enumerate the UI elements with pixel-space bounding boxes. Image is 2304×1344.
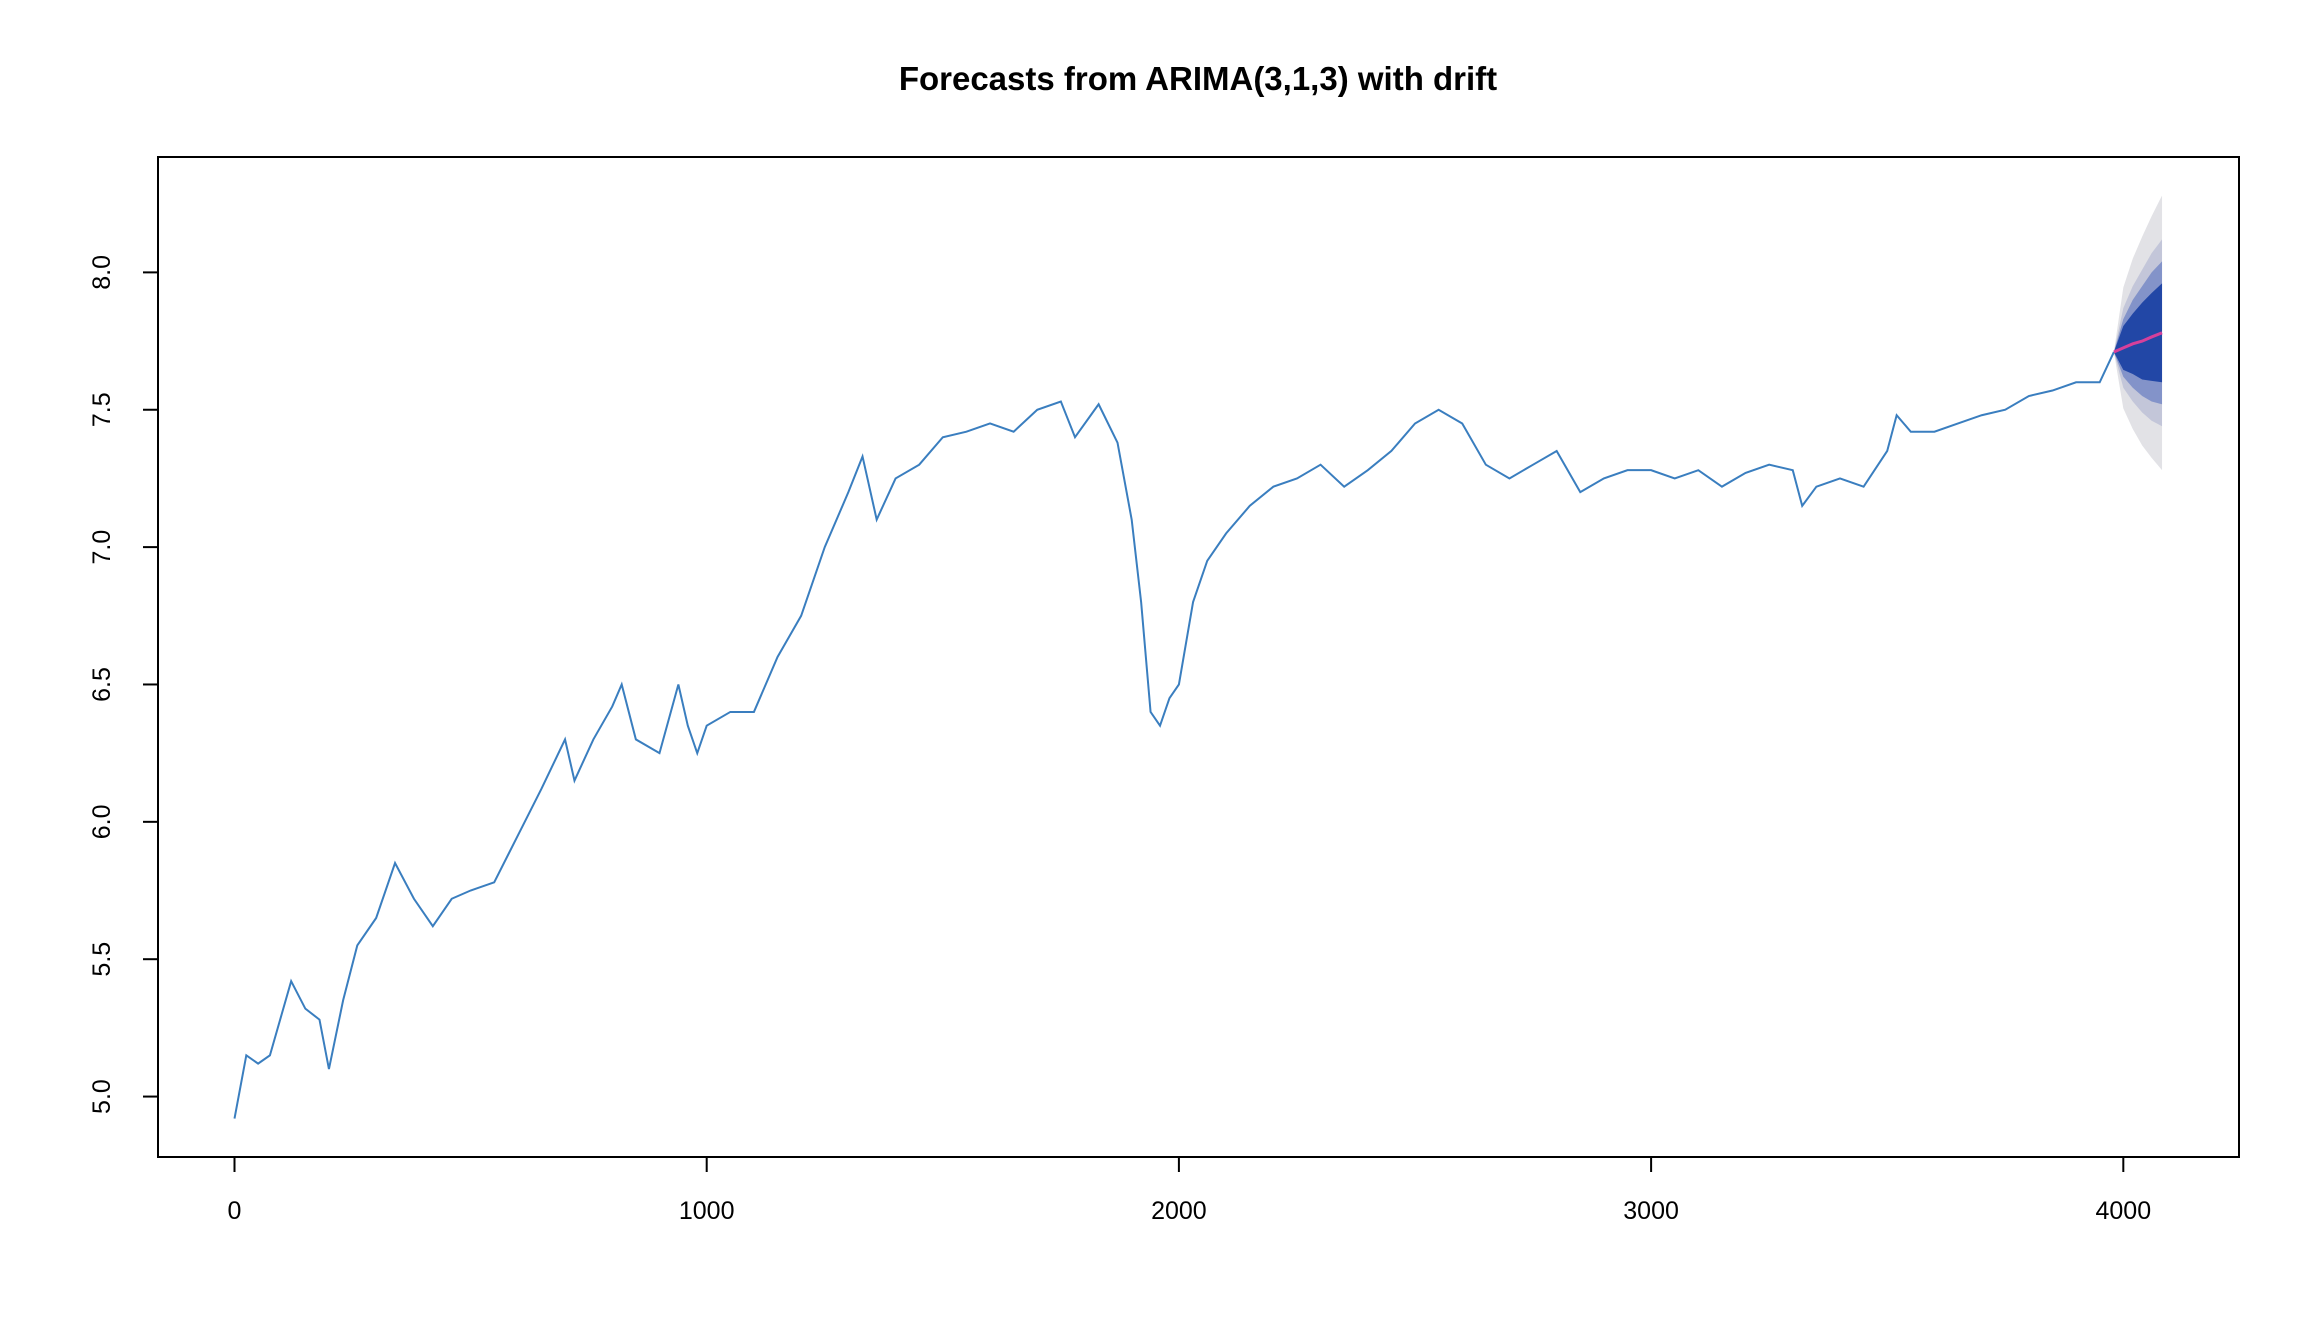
forecast-band xyxy=(2113,283,2163,383)
x-tick-label: 3000 xyxy=(1623,1197,1679,1225)
series-line xyxy=(233,351,2115,1119)
x-tick-label: 1000 xyxy=(679,1197,735,1225)
x-tick-label: 4000 xyxy=(2095,1197,2151,1225)
x-tick-label: 2000 xyxy=(1151,1197,1207,1225)
y-tick-label: 6.0 xyxy=(88,804,116,839)
forecast-mean xyxy=(2113,331,2163,354)
y-tick-label: 6.5 xyxy=(88,667,116,702)
y-tick-label: 5.5 xyxy=(88,942,116,977)
chart-title: Forecasts from ARIMA(3,1,3) with drift xyxy=(899,60,1497,97)
x-tick-label: 0 xyxy=(228,1197,242,1225)
y-tick-label: 7.0 xyxy=(88,530,116,565)
plot-frame xyxy=(157,156,2240,1158)
y-tick-label: 8.0 xyxy=(88,255,116,290)
y-tick-label: 7.5 xyxy=(88,392,116,427)
y-tick-label: 5.0 xyxy=(88,1079,116,1114)
